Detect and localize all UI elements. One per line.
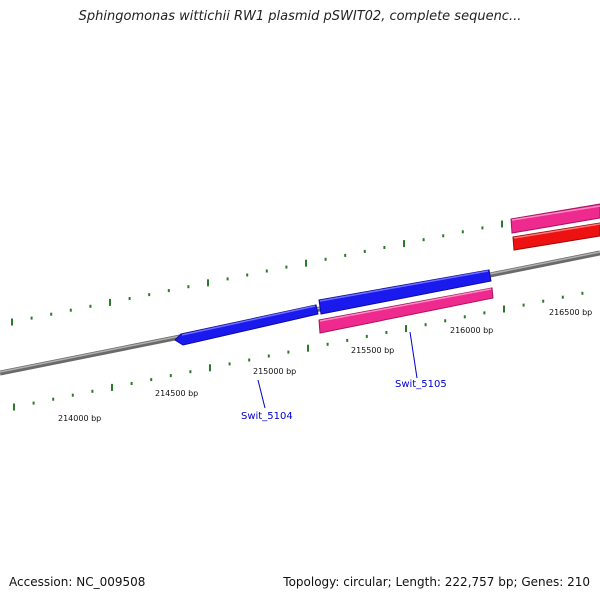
accession-label: Accession: NC_009508 bbox=[9, 575, 146, 589]
coordinate-label: 214500 bp bbox=[155, 389, 198, 398]
topology-summary: Topology: circular; Length: 222,757 bp; … bbox=[283, 575, 590, 589]
coordinate-label: 215000 bp bbox=[253, 367, 296, 376]
coordinate-label: 216000 bp bbox=[450, 326, 493, 335]
gene-highlight bbox=[511, 205, 600, 221]
coordinate-label: 216500 bp bbox=[549, 308, 592, 317]
gene-highlight bbox=[513, 223, 600, 239]
gene-label-swit-5105[interactable]: Swit_5105 bbox=[395, 379, 447, 390]
gene-swit-5105[interactable] bbox=[318, 269, 492, 315]
gene-label-swit-5104[interactable]: Swit_5104 bbox=[241, 411, 293, 422]
gene-features bbox=[174, 203, 600, 346]
gene-pink-upper[interactable] bbox=[510, 203, 600, 234]
gene-highlight bbox=[181, 305, 316, 336]
tick-marks bbox=[11, 206, 584, 411]
gene-pink-lower[interactable] bbox=[318, 287, 494, 334]
leader-line-swit-5104 bbox=[257, 379, 266, 409]
gene-swit-5104[interactable] bbox=[174, 304, 319, 346]
gene-highlight bbox=[319, 270, 489, 302]
leader-line-swit-5105 bbox=[409, 331, 418, 379]
gene-red[interactable] bbox=[512, 222, 600, 251]
map-title: Sphingomonas wittichii RW1 plasmid pSWIT… bbox=[78, 9, 522, 24]
coordinate-label: 215500 bp bbox=[351, 346, 394, 355]
coordinate-label: 214000 bp bbox=[58, 414, 101, 423]
gene-highlight bbox=[319, 288, 492, 322]
